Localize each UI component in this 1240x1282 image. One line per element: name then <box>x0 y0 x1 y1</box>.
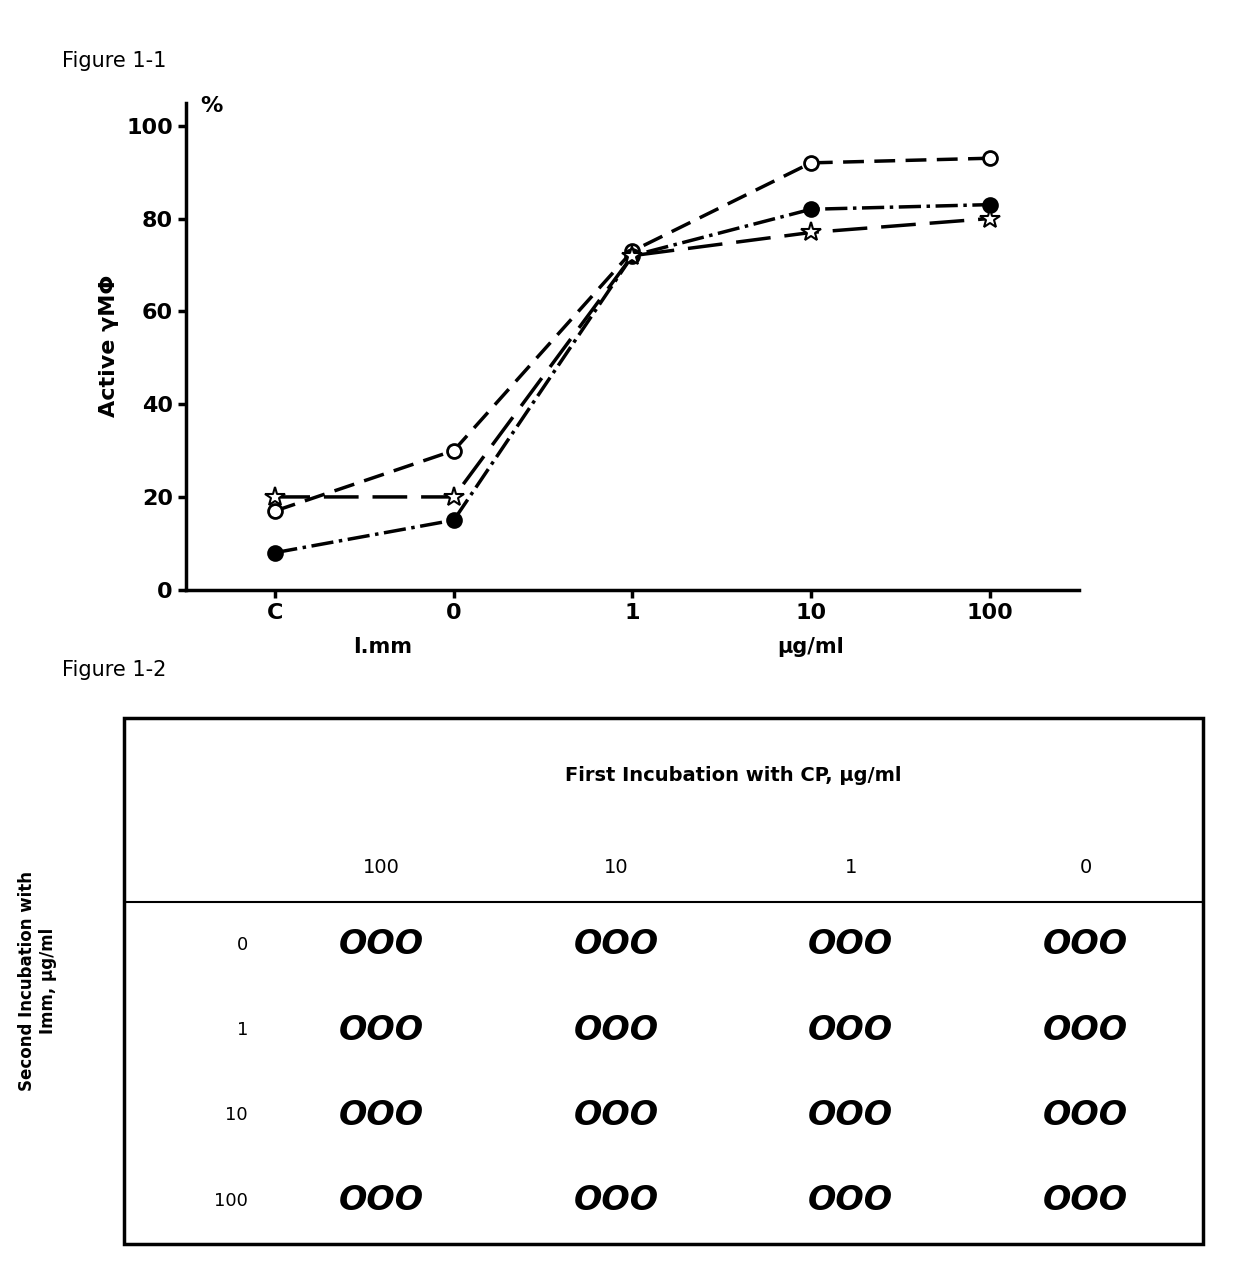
Text: OOO: OOO <box>574 1185 658 1218</box>
Text: OOO: OOO <box>574 928 658 962</box>
Y-axis label: Active γMΦ: Active γMΦ <box>99 274 119 418</box>
Text: I.mm: I.mm <box>353 637 412 658</box>
Text: OOO: OOO <box>574 1014 658 1046</box>
Text: OOO: OOO <box>1043 1185 1128 1218</box>
Text: %: % <box>201 96 223 115</box>
Text: 10: 10 <box>604 858 629 877</box>
Text: 0: 0 <box>1079 858 1091 877</box>
Text: OOO: OOO <box>808 1185 893 1218</box>
Text: First Incubation with CP, μg/ml: First Incubation with CP, μg/ml <box>565 767 901 786</box>
Text: Second Incubation with
Imm, μg/ml: Second Incubation with Imm, μg/ml <box>19 870 57 1091</box>
Text: OOO: OOO <box>339 1099 424 1132</box>
Text: 1: 1 <box>844 858 857 877</box>
Text: 100: 100 <box>215 1192 248 1210</box>
Text: OOO: OOO <box>574 1099 658 1132</box>
Text: OOO: OOO <box>339 1185 424 1218</box>
Text: Figure 1-1: Figure 1-1 <box>62 51 166 72</box>
Text: 0: 0 <box>237 936 248 954</box>
Text: OOO: OOO <box>339 928 424 962</box>
Text: 1: 1 <box>237 1020 248 1038</box>
Text: OOO: OOO <box>1043 1014 1128 1046</box>
Text: 100: 100 <box>363 858 401 877</box>
Text: OOO: OOO <box>1043 928 1128 962</box>
Text: 10: 10 <box>226 1106 248 1124</box>
Text: OOO: OOO <box>808 928 893 962</box>
Text: OOO: OOO <box>808 1014 893 1046</box>
Text: μg/ml: μg/ml <box>777 637 844 658</box>
Text: OOO: OOO <box>808 1099 893 1132</box>
Text: OOO: OOO <box>1043 1099 1128 1132</box>
Text: OOO: OOO <box>339 1014 424 1046</box>
Text: Figure 1-2: Figure 1-2 <box>62 660 166 681</box>
